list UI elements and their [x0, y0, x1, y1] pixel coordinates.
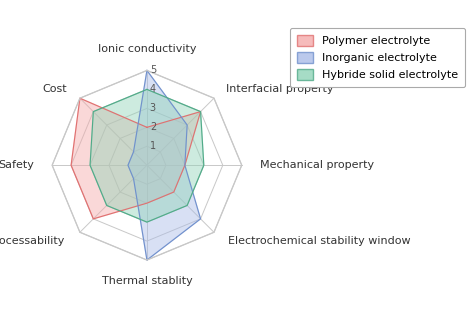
Text: 4: 4	[150, 84, 156, 94]
Text: 3: 3	[150, 103, 156, 113]
Text: Safety: Safety	[0, 160, 34, 170]
Text: Processability: Processability	[0, 236, 65, 246]
Text: Ionic conductivity: Ionic conductivity	[98, 44, 196, 54]
Text: Cost: Cost	[43, 84, 67, 94]
Polygon shape	[71, 98, 201, 219]
Polygon shape	[128, 70, 201, 260]
Text: Electrochemical stability window: Electrochemical stability window	[228, 236, 411, 246]
Text: Mechanical property: Mechanical property	[260, 160, 374, 170]
Text: 5: 5	[150, 65, 156, 75]
Text: Thermal stablity: Thermal stablity	[101, 276, 192, 286]
Text: 1: 1	[150, 141, 156, 151]
Legend: Polymer electrolyte, Inorganic electrolyte, Hybride solid electrolyte: Polymer electrolyte, Inorganic electroly…	[290, 28, 465, 87]
Text: Interfacial property: Interfacial property	[227, 84, 334, 94]
Text: 2: 2	[150, 122, 156, 132]
Polygon shape	[90, 90, 204, 222]
